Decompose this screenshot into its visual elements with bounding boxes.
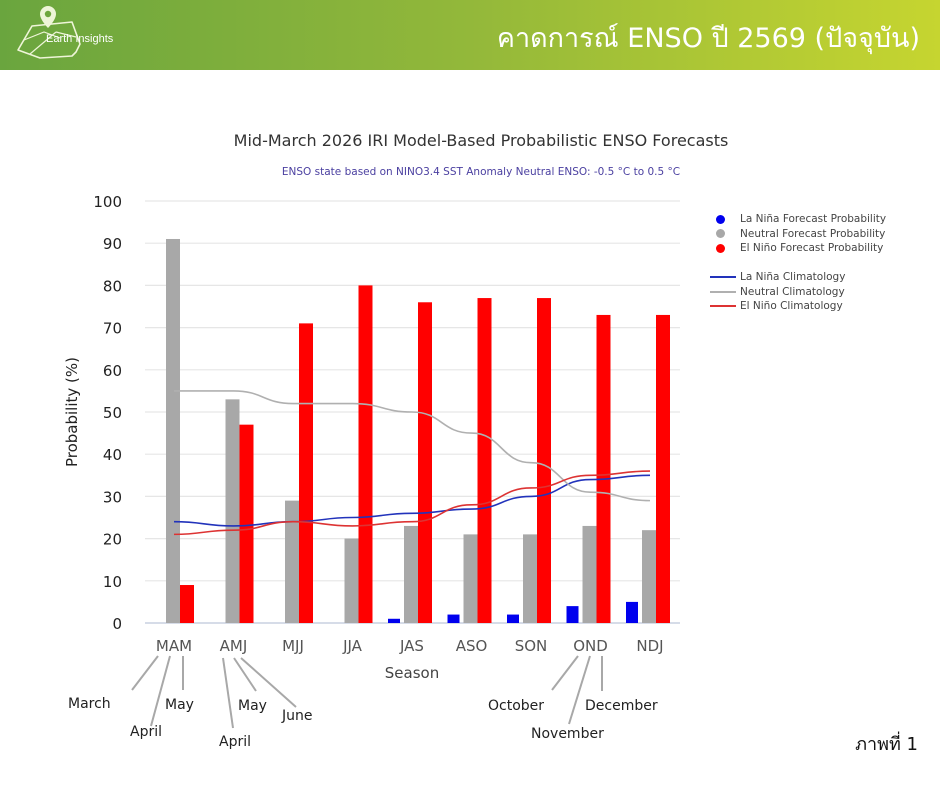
bar-neutral xyxy=(582,525,597,623)
legend-item: El Niño Climatology xyxy=(710,299,886,314)
y-tick-label: 20 xyxy=(103,531,122,549)
x-tick-label: JJA xyxy=(342,637,363,655)
figure-label: ภาพที่ 1 xyxy=(855,734,918,755)
climatology-lines xyxy=(173,390,651,536)
header-banner: Earth Insights คาดการณ์ ENSO ปี 2569 (ปั… xyxy=(0,0,940,70)
x-tick-label: MAM xyxy=(156,637,192,655)
annotation-line xyxy=(568,655,591,725)
bar-el-nino xyxy=(537,298,551,623)
legend-item: El Niño Forecast Probability xyxy=(710,241,886,256)
y-tick-label: 90 xyxy=(103,235,122,253)
bar-neutral xyxy=(285,500,299,623)
legend-label: La Niña Climatology xyxy=(740,271,846,284)
annotation-line xyxy=(233,657,257,692)
y-tick-label: 80 xyxy=(103,277,122,295)
annotation-line xyxy=(551,655,579,691)
bar-el-nino xyxy=(477,298,492,623)
line-la-nina-clim xyxy=(173,474,651,527)
annotation-line xyxy=(222,657,234,729)
line-el-nino-clim xyxy=(173,470,651,536)
y-tick-label: 0 xyxy=(112,615,122,633)
bar-neutral xyxy=(344,538,359,623)
bar-el-nino xyxy=(596,314,611,623)
bar-neutral xyxy=(404,525,418,623)
legend-item: Neutral Forecast Probability xyxy=(710,227,886,242)
annotation-june: June xyxy=(282,708,313,724)
y-tick-label: 50 xyxy=(103,404,122,422)
bar-el-nino xyxy=(299,323,313,623)
legend-label: Neutral Forecast Probability xyxy=(740,227,886,240)
legend-line-icon xyxy=(710,290,736,293)
x-tick-labels: MAM AMJ MJJ JJA JAS ASO SON OND NDJ xyxy=(156,637,664,655)
y-tick-label: 60 xyxy=(103,362,122,380)
y-tick-label: 40 xyxy=(103,446,122,464)
annotation-line xyxy=(131,655,159,691)
legend-label: La Niña Forecast Probability xyxy=(740,213,887,226)
y-tick-label: 30 xyxy=(103,488,122,506)
bar-la-nina xyxy=(507,614,519,623)
annotation-may: May xyxy=(165,697,194,713)
legend-label: Neutral Climatology xyxy=(740,285,845,298)
bar-el-nino xyxy=(418,302,432,623)
logo-text: Earth Insights xyxy=(46,33,114,45)
annotation-line xyxy=(240,657,297,708)
y-tick-label: 10 xyxy=(103,573,122,591)
x-tick-label: SON xyxy=(515,637,548,655)
legend-dot-icon xyxy=(716,229,725,239)
bar-neutral xyxy=(225,399,240,623)
annotation-may: May xyxy=(238,698,267,714)
legend-item: La Niña Forecast Probability xyxy=(710,212,886,227)
bar-neutral xyxy=(642,530,656,623)
legend-line-icon xyxy=(710,276,736,279)
x-tick-label: NDJ xyxy=(636,637,663,655)
x-tick-label: ASO xyxy=(456,637,488,655)
x-tick-label: JAS xyxy=(399,637,424,655)
legend-item: La Niña Climatology xyxy=(710,270,886,285)
x-tick-label: OND xyxy=(573,637,608,655)
annotation-april: April xyxy=(130,724,162,740)
y-tick-label: 70 xyxy=(103,320,122,338)
legend-gap xyxy=(710,256,886,270)
map-pin-logo-icon xyxy=(17,6,81,59)
annotation-december: December xyxy=(585,698,658,714)
line-neutral-clim xyxy=(173,390,651,502)
bar-el-nino xyxy=(239,424,254,623)
bar-neutral xyxy=(523,534,537,623)
bar-neutral xyxy=(463,534,478,623)
x-tick-label: MJJ xyxy=(282,637,304,655)
annotation-line xyxy=(150,655,171,727)
legend-label: El Niño Climatology xyxy=(740,300,843,313)
bar-el-nino xyxy=(180,585,194,623)
bar-la-nina xyxy=(447,614,460,623)
bar-la-nina xyxy=(626,601,638,623)
y-tick-label: 100 xyxy=(93,193,122,211)
x-tick-label: AMJ xyxy=(220,637,248,655)
annotation-march: March xyxy=(68,696,111,712)
page-title: คาดการณ์ ENSO ปี 2569 (ปัจจุบัน) xyxy=(496,23,920,54)
chart-title: Mid-March 2026 IRI Model-Based Probabili… xyxy=(233,131,729,150)
chart-legend: La Niña Forecast Probability Neutral Fore… xyxy=(710,212,886,314)
legend-line-icon xyxy=(710,305,736,308)
legend-label: El Niño Forecast Probability xyxy=(740,242,884,255)
annotation-april: April xyxy=(219,734,251,750)
bar-marks xyxy=(166,238,670,624)
annotation-october: October xyxy=(488,698,545,714)
bar-neutral xyxy=(166,238,180,624)
bar-el-nino xyxy=(358,285,373,623)
legend-item: Neutral Climatology xyxy=(710,284,886,299)
bar-la-nina xyxy=(388,618,400,623)
legend-dot-icon xyxy=(716,214,725,224)
bar-la-nina xyxy=(566,606,579,623)
y-axis-label: Probability (%) xyxy=(63,357,81,467)
annotation-november: November xyxy=(531,726,604,742)
bar-el-nino xyxy=(656,314,670,623)
legend-dot-icon xyxy=(716,243,725,253)
chart-subtitle: ENSO state based on NINO3.4 SST Anomaly … xyxy=(281,166,681,178)
y-tick-labels: 0 10 20 30 40 50 60 70 80 90 100 xyxy=(93,193,122,633)
annotation-lines xyxy=(131,655,603,729)
x-axis-label: Season xyxy=(385,664,439,682)
